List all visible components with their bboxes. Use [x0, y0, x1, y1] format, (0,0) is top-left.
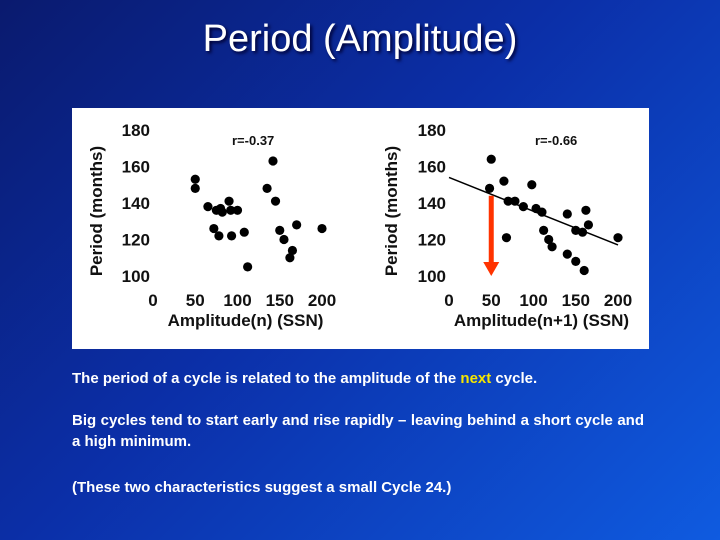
data-point — [214, 231, 224, 241]
data-point — [510, 196, 520, 206]
data-point — [270, 196, 281, 206]
slide-title: Period (Amplitude) — [202, 18, 518, 60]
data-point — [583, 220, 594, 230]
data-point — [226, 231, 237, 241]
highlight-next: next — [460, 370, 492, 387]
y-tick-label: 100 — [122, 267, 150, 286]
data-point — [275, 225, 285, 235]
data-point — [486, 154, 496, 164]
x-axis-label: Amplitude(n) (SSN) — [168, 311, 324, 330]
p1-before-text: The period of a cycle is related to the … — [72, 370, 461, 387]
x-tick-label: 0 — [444, 291, 453, 310]
data-point — [224, 196, 234, 206]
x-tick-label: 150 — [266, 291, 294, 310]
data-point — [562, 209, 572, 219]
data-point — [209, 223, 219, 234]
data-point — [292, 220, 302, 230]
data-point — [581, 205, 591, 215]
data-point — [217, 207, 227, 217]
data-point — [571, 256, 581, 266]
x-tick-label: 100 — [223, 291, 251, 310]
data-point — [285, 253, 295, 263]
y-tick-label: 120 — [418, 231, 446, 250]
data-point — [484, 183, 495, 193]
data-point — [503, 196, 513, 206]
x-tick-label: 0 — [148, 291, 157, 310]
plot-2: 100 120 140 160 180 0 50 100 150 200Amplitude(n+1… — [382, 121, 632, 330]
data-point — [279, 234, 289, 245]
data-point — [562, 249, 572, 259]
x-axis-label: Amplitude(n+1) (SSN) — [454, 311, 629, 330]
paragraph-period-relation: The period of a cycle is related to the … — [72, 368, 644, 389]
data-point — [232, 205, 243, 215]
data-point — [501, 233, 512, 243]
data-point — [499, 176, 509, 186]
data-point — [190, 183, 200, 193]
y-axis-label: Period (months) — [87, 146, 106, 276]
x-tick-label: 100 — [519, 291, 547, 310]
arrow-head — [483, 262, 500, 276]
data-point — [537, 207, 547, 217]
y-tick-label: 140 — [122, 194, 150, 213]
chart-panel: 100 120 140 160 180 0 50 100 150 200 Amplitude(n) … — [72, 108, 649, 349]
data-point — [317, 223, 327, 234]
correlation-annotation: r=-0.37 — [232, 133, 274, 148]
data-point — [544, 234, 554, 245]
data-point — [243, 262, 253, 272]
y-tick-label: 100 — [418, 267, 446, 286]
data-point — [203, 202, 213, 212]
data-point — [579, 265, 589, 276]
y-tick-label: 160 — [122, 158, 150, 177]
data-point — [539, 225, 549, 235]
x-tick-label: 150 — [562, 291, 590, 310]
x-tick-label: 200 — [604, 291, 632, 310]
y-axis-label: Period (months) — [382, 146, 401, 276]
y-tick-label: 120 — [122, 231, 150, 250]
data-point — [527, 180, 537, 190]
data-point — [226, 205, 236, 215]
x-tick-label: 50 — [186, 291, 205, 310]
data-point — [287, 245, 298, 256]
y-tick-label: 140 — [418, 194, 446, 213]
plot-1: 100 120 140 160 180 0 50 100 150 200Amplitude(n) … — [87, 121, 336, 330]
data-point — [268, 156, 278, 166]
data-point — [239, 227, 249, 237]
paragraph-cycle-24: (These two characteristics suggest a sma… — [72, 479, 452, 496]
y-tick-label: 180 — [418, 121, 446, 140]
x-tick-label: 200 — [308, 291, 336, 310]
y-tick-label: 160 — [418, 158, 446, 177]
correlation-annotation: r=-0.66 — [535, 133, 577, 148]
data-point — [613, 233, 623, 243]
data-point — [190, 174, 200, 184]
data-point — [518, 202, 528, 212]
data-point — [547, 242, 557, 252]
paragraph-big-cycles: Big cycles tend to start early and rise … — [72, 412, 644, 450]
y-tick-label: 180 — [122, 121, 150, 140]
p1-after-text: cycle. — [491, 370, 538, 387]
x-tick-label: 50 — [482, 291, 501, 310]
data-point — [577, 227, 588, 237]
data-point — [262, 183, 272, 193]
